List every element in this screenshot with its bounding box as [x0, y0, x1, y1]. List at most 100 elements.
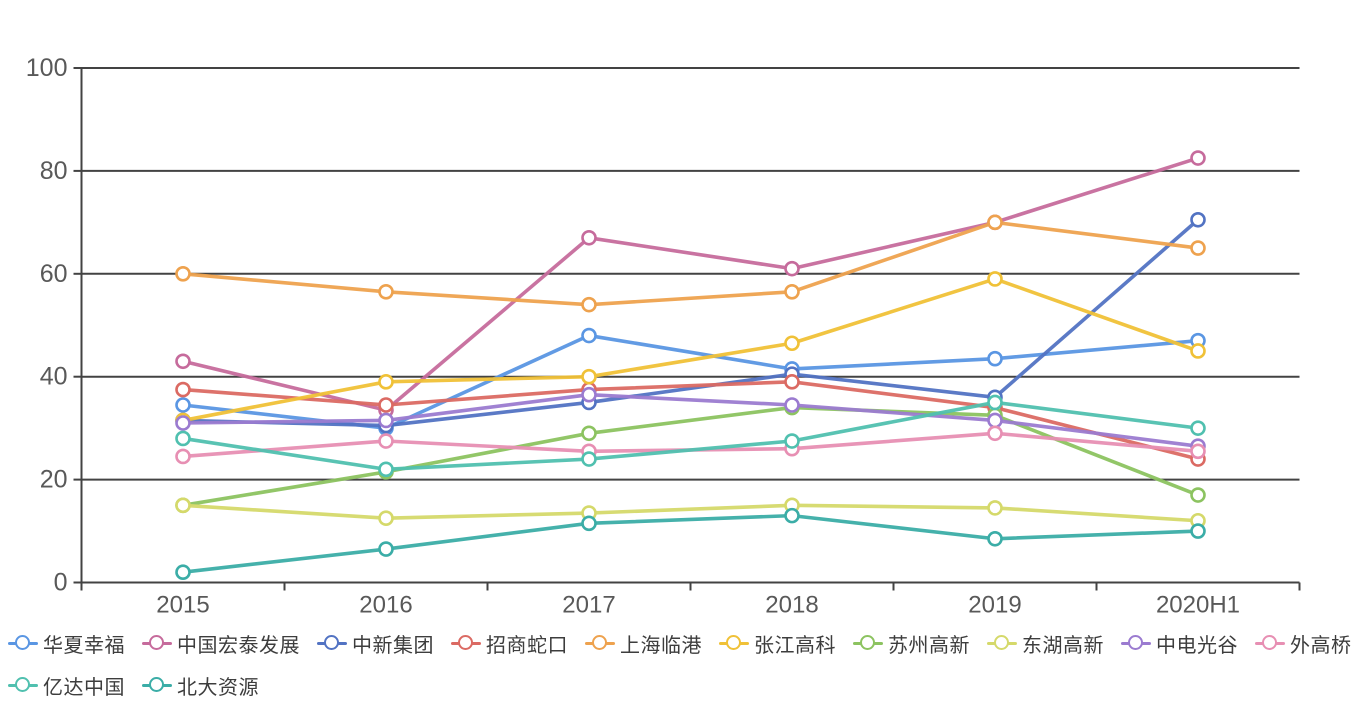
data-point-marker [175, 430, 191, 447]
data-point-marker [1190, 420, 1206, 436]
series-line [181, 405, 1200, 508]
data-point-marker [175, 353, 191, 370]
data-point-marker [581, 451, 597, 467]
legend-item[interactable]: 亿达中国 [8, 666, 125, 704]
legend-line-marker-icon [1255, 635, 1285, 651]
legend-line-marker-icon [8, 635, 38, 651]
data-point-marker [1190, 487, 1206, 503]
series-line [181, 277, 1200, 423]
legend-item[interactable]: 中新集团 [317, 624, 434, 662]
data-point-marker [581, 386, 597, 403]
legend-line-marker-icon [987, 635, 1017, 651]
series-line [181, 220, 1200, 307]
legend-label: 东湖高新 [1022, 634, 1104, 657]
legend-label: 招商蛇口 [486, 634, 568, 657]
data-point-marker [581, 229, 597, 246]
data-point-marker [581, 327, 597, 344]
data-point-marker [987, 425, 1003, 442]
chart-legend: 华夏幸福 中国宏泰发展 中新集团 招商蛇口 上海临港 张江高科 苏州高新 东湖高新 中电光谷 外高… [8, 624, 1360, 704]
legend-item[interactable]: 招商蛇口 [451, 624, 568, 662]
data-point-marker [784, 374, 800, 390]
data-point-marker [1190, 443, 1206, 460]
legend-item[interactable]: 华夏幸福 [8, 624, 125, 662]
x-tick-label: 2019 [968, 592, 1021, 619]
y-tick-label: 80 [40, 157, 68, 185]
legend-line-marker-icon [8, 677, 38, 693]
legend-line-marker-icon [1121, 635, 1151, 651]
y-tick-label: 0 [54, 569, 68, 597]
data-point-marker [784, 260, 800, 277]
series-line [181, 513, 1200, 575]
legend-line-marker-icon [451, 635, 481, 651]
legend-label: 华夏幸福 [43, 634, 125, 657]
data-point-marker [987, 350, 1003, 367]
x-tick-label: 2016 [359, 592, 412, 619]
legend-item[interactable]: 外高桥 [1255, 624, 1352, 662]
legend-line-marker-icon [317, 635, 347, 651]
series-line [181, 503, 1200, 523]
data-point-marker [581, 296, 597, 313]
legend-item[interactable]: 苏州高新 [853, 624, 970, 662]
series-line [181, 380, 1200, 461]
legend-label: 中新集团 [352, 634, 434, 657]
legend-item[interactable]: 上海临港 [585, 624, 702, 662]
data-point-marker [378, 374, 394, 390]
data-point-marker [175, 397, 191, 413]
legend-label: 中电光谷 [1156, 634, 1238, 657]
legend-label: 张江高科 [754, 634, 836, 657]
x-tick-label: 2017 [562, 592, 615, 619]
data-point-marker [987, 412, 1003, 429]
x-tick-label: 2018 [765, 592, 818, 619]
data-point-marker [378, 284, 394, 300]
data-point-marker [784, 507, 800, 524]
data-point-marker [1190, 343, 1206, 359]
data-point-marker [784, 397, 800, 413]
data-point-marker [987, 214, 1003, 231]
legend-item[interactable]: 东湖高新 [987, 624, 1104, 662]
data-point-marker [175, 415, 191, 431]
data-point-marker [378, 461, 394, 478]
legend-label: 上海临港 [620, 634, 702, 657]
series-line [181, 333, 1200, 430]
data-point-marker [378, 412, 394, 429]
series-line [181, 217, 1200, 428]
y-tick-label: 60 [40, 260, 68, 288]
data-point-marker [378, 397, 394, 413]
data-point-marker [987, 394, 1003, 411]
series-line [181, 392, 1200, 448]
x-tick-label: 2020H1 [1156, 592, 1240, 619]
legend-line-marker-icon [142, 635, 172, 651]
data-point-marker [581, 515, 597, 532]
legend-item[interactable]: 中电光谷 [1121, 624, 1238, 662]
y-tick-label: 100 [26, 54, 68, 82]
x-tick-label: 2015 [156, 592, 209, 619]
legend-label: 苏州高新 [888, 634, 970, 657]
data-point-marker [987, 271, 1003, 287]
legend-line-marker-icon [142, 677, 172, 693]
legend-item[interactable]: 北大资源 [142, 666, 259, 704]
data-point-marker [378, 433, 394, 449]
legend-line-marker-icon [853, 635, 883, 651]
series-line [181, 156, 1200, 412]
legend-label: 北大资源 [177, 676, 259, 699]
data-point-marker [378, 510, 394, 526]
data-point-marker [784, 433, 800, 449]
data-point-marker [378, 541, 394, 557]
data-point-marker [175, 448, 191, 465]
data-point-marker [1190, 211, 1206, 228]
legend-item[interactable]: 张江高科 [719, 624, 836, 662]
series-line [181, 400, 1200, 472]
data-point-marker [175, 381, 191, 398]
legend-line-marker-icon [585, 635, 615, 651]
legend-label: 亿达中国 [43, 676, 125, 699]
legend-label: 中国宏泰发展 [177, 634, 300, 657]
legend-line-marker-icon [719, 635, 749, 651]
y-tick-label: 20 [40, 466, 68, 494]
legend-item[interactable]: 中国宏泰发展 [142, 624, 300, 662]
data-point-marker [987, 530, 1003, 547]
plot-area: 0 20 40 60 80 100 2015 2016 2017 2018 2019 2020H1 [26, 54, 1301, 619]
data-point-marker [1190, 150, 1206, 166]
y-tick-label: 40 [40, 363, 68, 391]
data-point-marker [1190, 523, 1206, 539]
legend-label: 外高桥 [1290, 634, 1352, 657]
